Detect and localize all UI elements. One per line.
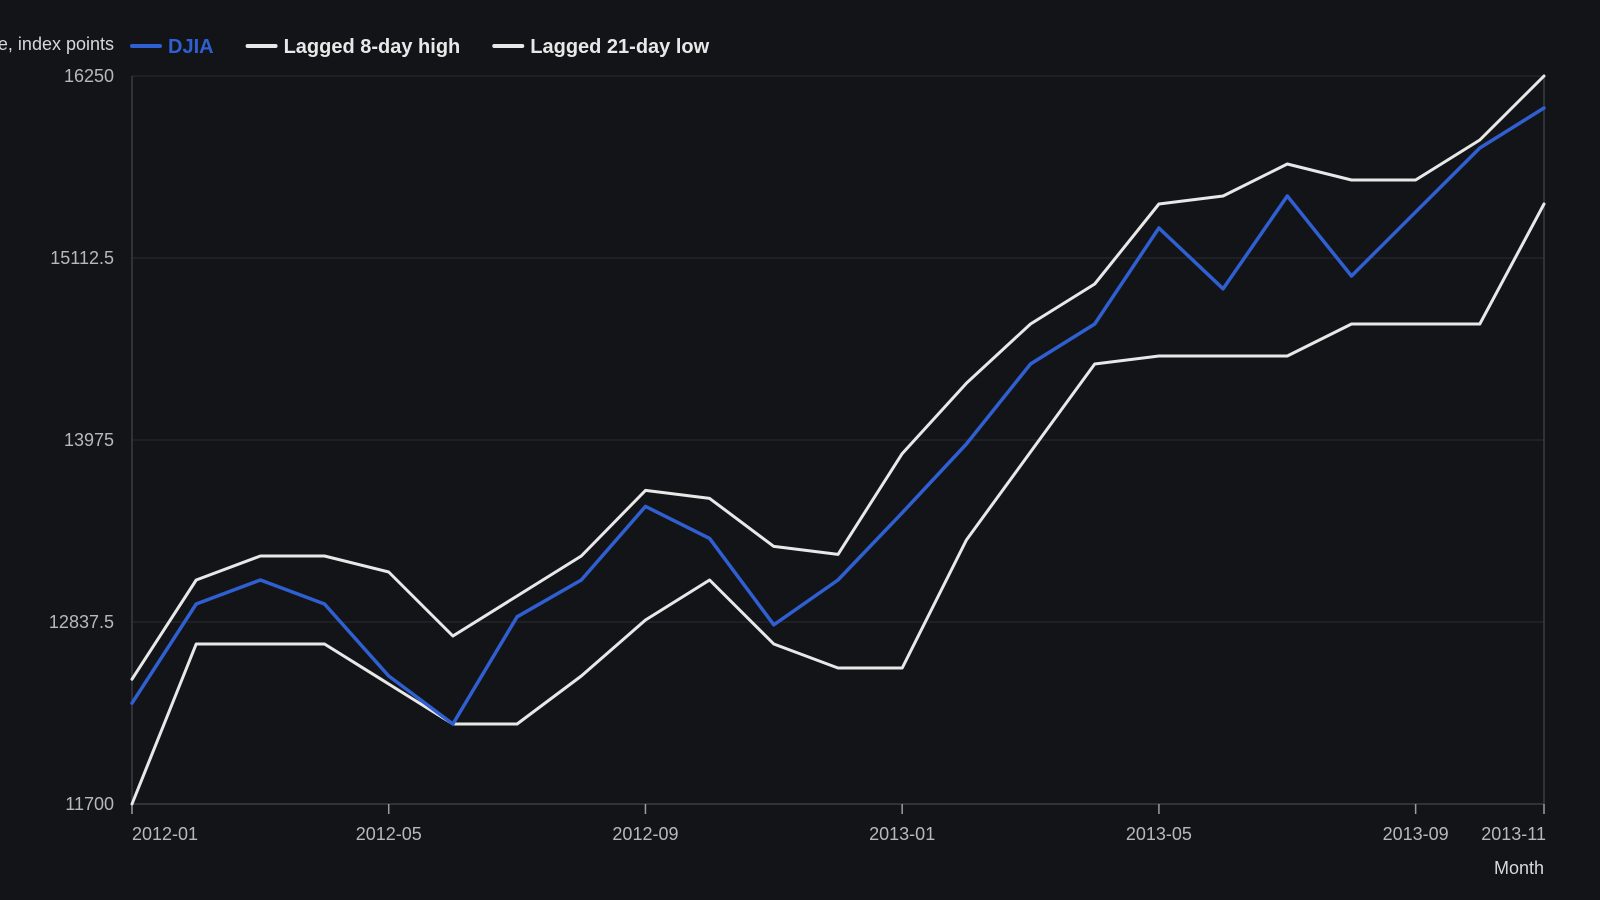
legend: DJIA Lagged 8-day high Lagged 21-day low <box>130 36 710 58</box>
grid-lines <box>132 75 1544 805</box>
series-line-lagged-8-day-high <box>130 74 1546 681</box>
y-axis-label: …e, index points <box>0 34 114 54</box>
x-tick-label: 2012-09 <box>612 824 678 844</box>
legend-label: DJIA <box>168 36 214 58</box>
y-tick-label: 15112.5 <box>50 248 114 268</box>
series-lines <box>130 74 1546 806</box>
x-tick-label: 2013-01 <box>869 824 935 844</box>
y-tick-label: 16250 <box>64 66 114 86</box>
legend-label: Lagged 21-day low <box>530 36 709 58</box>
x-tick-label: 2012-05 <box>356 824 422 844</box>
axes: 16250 15112.5 13975 12837.5 11700 2012-01 2012… <box>49 66 1546 844</box>
x-tick-label: 2013-05 <box>1126 824 1192 844</box>
y-tick-label: 13975 <box>64 430 114 450</box>
x-axis-label: Month <box>1494 858 1544 878</box>
series-line-lagged-21-day-low <box>130 202 1546 806</box>
x-tick-label: 2013-09 <box>1383 824 1449 844</box>
y-tick-label: 11700 <box>65 794 114 814</box>
x-tick-label: 2012-01 <box>132 824 198 844</box>
legend-label: Lagged 8-day high <box>284 36 461 58</box>
y-tick-label: 12837.5 <box>49 612 114 632</box>
x-tick-label: 2013-11 <box>1481 824 1546 844</box>
series-line-djia <box>130 106 1546 726</box>
